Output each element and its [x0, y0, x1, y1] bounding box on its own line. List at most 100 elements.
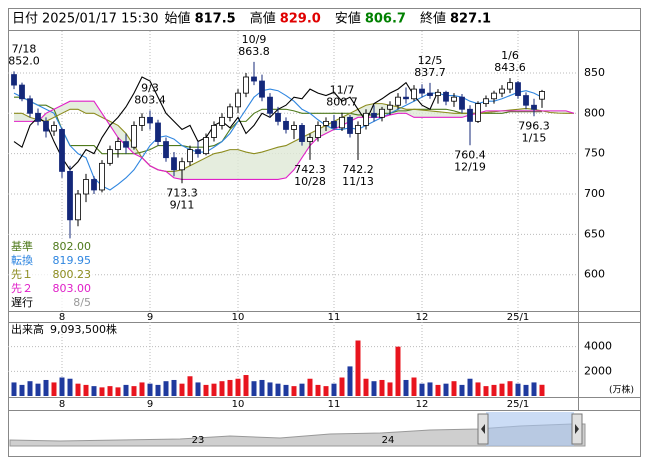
volume-bar	[259, 379, 265, 396]
candle-body	[443, 91, 449, 102]
navigator: 23 24	[9, 412, 586, 447]
legend-name: 転換	[11, 254, 33, 267]
candle-body	[203, 137, 209, 155]
annotation-date: 12/5	[418, 54, 443, 67]
candle-body	[275, 112, 281, 122]
candle-body	[91, 179, 97, 191]
annotation-value: 760.4	[454, 148, 486, 161]
x-tick-label: 12	[416, 399, 429, 410]
annotation-value: 803.4	[134, 94, 166, 107]
volume-bar	[27, 381, 33, 396]
candle-body	[427, 92, 433, 96]
header-date: 2025/01/17 15:30	[42, 12, 159, 27]
volume-bar	[171, 379, 177, 396]
candle-body	[219, 116, 225, 126]
candle-body	[131, 125, 137, 148]
candle-body	[411, 88, 417, 100]
legend-value: 819.95	[53, 254, 92, 267]
navigator-label: 23	[192, 435, 205, 446]
candle-body	[179, 161, 185, 171]
navigator-window[interactable]	[486, 412, 574, 446]
candle-body	[347, 116, 353, 134]
candle-body	[419, 88, 425, 94]
annotation-date: 11/13	[342, 175, 374, 188]
annotation-value: 843.6	[494, 61, 526, 74]
candle-body	[75, 193, 81, 221]
candle-body	[531, 104, 537, 110]
volume-bar	[187, 376, 193, 396]
candle-body	[315, 125, 321, 138]
volume-bar	[251, 381, 257, 396]
volume-bar	[147, 383, 153, 396]
candle-body	[83, 179, 89, 195]
annotation-date: 12/19	[454, 160, 486, 173]
candle-body	[11, 74, 17, 86]
x-tick-label: 11	[328, 399, 341, 410]
candle-body	[251, 76, 257, 82]
volume-bar	[411, 377, 417, 396]
navigator-label: 24	[382, 435, 395, 446]
volume-bar	[531, 382, 537, 396]
volume-bar	[275, 383, 281, 396]
volume-bar	[123, 384, 129, 396]
y-tick-label: 700	[584, 187, 605, 200]
annotation-date: 10/9	[242, 33, 267, 46]
x-tick-label: 25/1	[507, 312, 529, 323]
volume-bar	[139, 382, 145, 396]
volume-bar	[131, 386, 137, 396]
volume-bar	[363, 378, 369, 396]
volume-bar	[219, 381, 225, 396]
candle-body	[299, 125, 305, 142]
candle-body	[435, 91, 441, 96]
volume-bar	[307, 378, 313, 396]
candle-body	[291, 125, 297, 130]
candle-body	[67, 171, 73, 221]
y-tick-label: 850	[584, 66, 605, 79]
candle-body	[515, 82, 521, 96]
x-tick-label: 8	[59, 312, 65, 323]
candle-body	[387, 104, 393, 110]
volume-bar	[379, 379, 385, 396]
volume-bar	[315, 384, 321, 396]
candle-body	[283, 120, 289, 130]
header-value: 829.0	[280, 12, 321, 27]
volume-bar	[179, 383, 185, 396]
annotation-value: 796.3	[518, 119, 550, 132]
volume-bar	[371, 381, 377, 396]
candle-body	[43, 120, 49, 132]
annotation-value: 852.0	[8, 54, 40, 67]
volume-bar	[163, 381, 169, 396]
volume-bar	[483, 386, 489, 396]
candle-body	[123, 141, 129, 148]
candle-body	[355, 125, 361, 134]
candle-body	[323, 120, 329, 126]
volume-bar	[75, 383, 81, 396]
annotation-date: 9/11	[170, 198, 195, 211]
volume-bar	[35, 383, 41, 396]
volume-bar	[83, 384, 89, 396]
candle-body	[195, 149, 201, 155]
volume-bar	[59, 377, 65, 396]
volume-bar	[355, 340, 361, 396]
volume-bar	[11, 382, 17, 396]
volume-bar	[267, 382, 273, 396]
legend-name: 先２	[11, 282, 33, 295]
candle-body	[379, 108, 385, 118]
header-value: 827.1	[450, 12, 491, 27]
x-tick-label: 9	[147, 312, 153, 323]
candle-body	[35, 112, 41, 122]
volume-bar	[523, 384, 529, 396]
y-tick-label: 600	[584, 268, 605, 281]
candle-body	[187, 149, 193, 163]
volume-bar	[203, 384, 209, 396]
candle-body	[523, 95, 529, 106]
volume-bar	[195, 382, 201, 396]
candle-body	[475, 103, 481, 122]
candle-body	[499, 88, 505, 94]
y-tick-label: 750	[584, 147, 605, 160]
volume-bar	[403, 379, 409, 396]
volume-bar	[387, 382, 393, 396]
volume-bar	[107, 386, 113, 396]
